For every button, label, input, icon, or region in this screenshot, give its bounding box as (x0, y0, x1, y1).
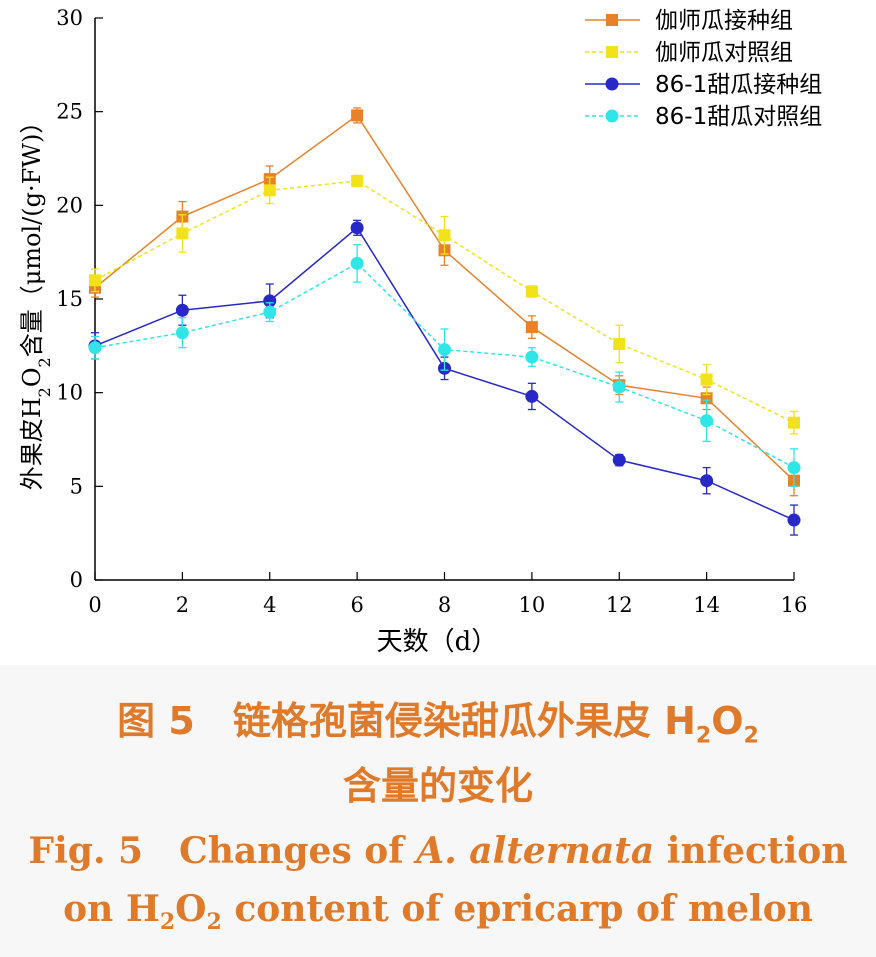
series-line (94, 114, 795, 482)
data-point (176, 227, 189, 240)
data-point (350, 221, 364, 235)
caption-en-line1-italic: A. alternata (416, 830, 655, 872)
caption-cn-line1-mid: O (711, 699, 744, 743)
data-point (788, 416, 800, 429)
caption-en-line1-suffix: infection (654, 830, 848, 872)
legend-item-0: 伽师瓜接种组 (585, 8, 793, 34)
y-axis-label-sub2: 2 (35, 357, 54, 367)
y-tick-label: 25 (56, 100, 83, 124)
data-point (787, 513, 801, 527)
x-tick-label: 16 (781, 593, 808, 617)
data-point (263, 305, 277, 319)
x-tick-label: 14 (693, 593, 720, 617)
caption-cn-line2: 含量的变化 (342, 764, 533, 808)
axes: 0 5 10 15 20 25 30 0 2 4 6 8 10 12 14 16 (56, 6, 807, 617)
caption-cn-line1-prefix: 图 5 链格孢菌侵染甜瓜外果皮 H (117, 699, 696, 743)
data-point (612, 380, 626, 394)
series-1 (89, 174, 800, 435)
caption-cn-line1-sub1: 2 (695, 723, 712, 749)
data-point (605, 109, 619, 123)
y-axis-label: 外果皮H2O2含量（μmol/(g·FW)） (18, 110, 54, 491)
data-point (438, 343, 451, 357)
caption-en-line2-suffix: content of epricarp of melon (221, 888, 813, 930)
data-point (350, 256, 364, 270)
y-tick-label: 0 (70, 568, 83, 592)
data-point (263, 294, 277, 308)
data-point (525, 285, 538, 298)
data-point (525, 321, 538, 334)
series-layer (88, 107, 801, 536)
legend-label: 伽师瓜对照组 (655, 40, 793, 66)
y-tick-label: 15 (56, 287, 83, 311)
y-axis-label-mid: O (18, 367, 46, 387)
data-point (606, 46, 618, 58)
x-tick-label: 2 (176, 593, 189, 617)
caption-en-line2-sub2: 2 (206, 909, 222, 936)
data-point (700, 414, 714, 428)
caption-en-line2-mid: O (175, 888, 207, 930)
data-point (700, 392, 713, 405)
caption-en-line2-prefix: on H (63, 888, 160, 930)
data-point (525, 350, 539, 364)
x-tick-label: 12 (606, 593, 633, 617)
legend-item-1: 伽师瓜对照组 (585, 40, 793, 66)
y-axis-label-tail: 含量（μmol/(g·FW)） (18, 110, 46, 358)
data-point (351, 109, 364, 122)
data-point (606, 14, 618, 26)
data-point (263, 184, 276, 197)
data-point (700, 373, 713, 386)
data-point (175, 326, 189, 340)
data-point (438, 229, 451, 242)
data-point (613, 337, 626, 350)
y-tick-label: 30 (56, 6, 83, 30)
x-tick-label: 10 (519, 593, 546, 617)
y-axis-label-main: 外果皮H (18, 397, 46, 490)
x-tick-label: 4 (263, 593, 276, 617)
y-tick-label: 20 (56, 193, 83, 217)
caption-en-line2-sub1: 2 (159, 909, 176, 936)
data-point (89, 274, 101, 287)
legend-item-3: 86-1甜瓜对照组 (585, 104, 822, 130)
series-2 (88, 219, 801, 536)
legend-label: 伽师瓜接种组 (655, 8, 793, 34)
y-tick-label: 5 (70, 474, 83, 498)
legend-label: 86-1甜瓜对照组 (655, 104, 822, 130)
data-point (605, 77, 619, 91)
data-point (525, 389, 539, 403)
legend-label: 86-1甜瓜接种组 (655, 72, 822, 98)
x-tick-label: 0 (88, 593, 101, 617)
caption-cn-line1: 图 5 链格孢菌侵染甜瓜外果皮 H2O2 (0, 690, 876, 749)
data-point (351, 174, 364, 187)
data-point (612, 453, 626, 467)
data-point (787, 461, 801, 475)
caption-band (0, 665, 876, 957)
series-3 (88, 244, 801, 487)
legend-item-2: 86-1甜瓜接种组 (585, 72, 822, 98)
x-tick-label: 6 (350, 593, 363, 617)
x-tick-label: 8 (438, 593, 451, 617)
caption-cn-line1-sub2: 2 (743, 723, 759, 749)
caption-en-line1-prefix: Fig. 5 Changes of (28, 830, 417, 872)
caption-en-line1: Fig. 5 Changes of A. alternata infection (0, 822, 876, 874)
data-point (700, 474, 714, 488)
series-0 (89, 107, 800, 497)
y-tick-label: 10 (56, 381, 83, 405)
caption-en-line2: on H2O2 content of epricarp of melon (0, 888, 876, 935)
data-point (175, 303, 189, 317)
x-axis-label: 天数（d） (377, 627, 498, 657)
chart-area: 0 5 10 15 20 25 30 0 2 4 6 8 10 12 14 16 伽师瓜接种组 伽师瓜对照组 86… (18, 6, 822, 657)
data-point (88, 341, 102, 355)
y-axis-label-sub1: 2 (35, 387, 54, 397)
